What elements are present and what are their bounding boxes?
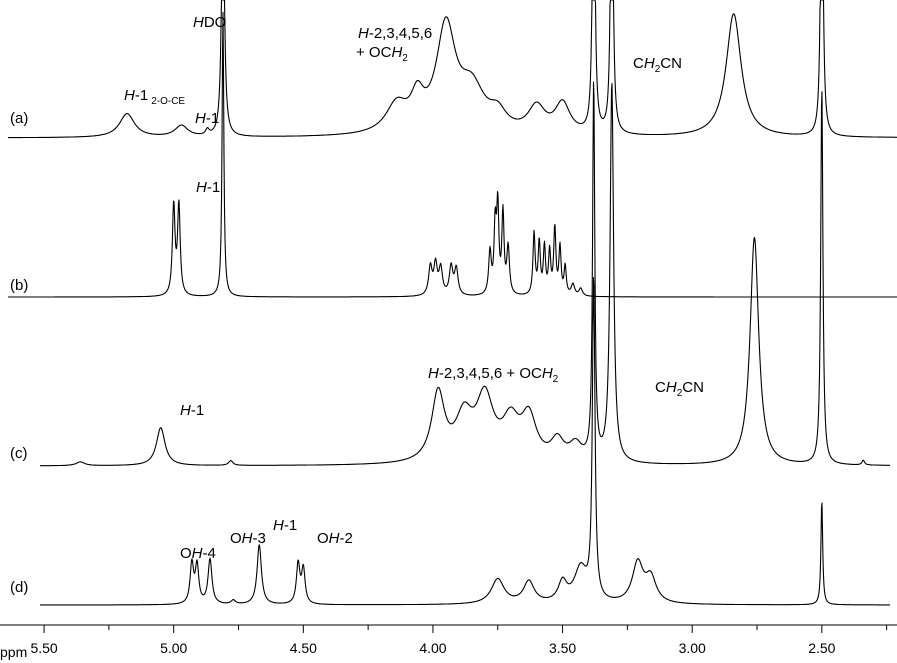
annotation-a-h1: H-1	[195, 110, 219, 127]
x-tick-label: 5.00	[160, 640, 187, 656]
series-label-a: (a)	[10, 110, 28, 127]
x-tick-label: 3.50	[549, 640, 576, 656]
x-axis-label: ppm	[0, 644, 27, 660]
x-tick-label: 3.00	[679, 640, 706, 656]
series-label-c: (c)	[10, 445, 28, 462]
annotation-c-h2to6: H-2,3,4,5,6 + OCH2	[428, 365, 559, 385]
annotation-d-oh2: OH-2	[317, 530, 353, 547]
annotation-c-ch2cn: CH2CN	[655, 379, 704, 399]
spectrum-trace-b	[7, 11, 897, 298]
spectra-traces	[7, 0, 897, 606]
x-tick-label: 4.00	[419, 640, 446, 656]
annotation-a-h1-2oce: H-1 2-O-CE	[124, 87, 185, 107]
annotation-b-h1: H-1	[196, 179, 220, 196]
spectrum-trace-d	[39, 277, 891, 606]
series-label-b: (b)	[10, 277, 28, 294]
x-tick-label: 2.50	[808, 640, 835, 656]
annotation-a-h2to6-line1: H-2,3,4,5,6	[358, 25, 432, 42]
annotation-c-h1: H-1	[180, 402, 204, 419]
series-label-d: (d)	[10, 579, 28, 596]
x-tick-label: 4.50	[290, 640, 317, 656]
annotation-a-h2to6-line2: + OCH2	[356, 44, 408, 64]
x-tick-label: 5.50	[30, 640, 57, 656]
annotation-d-oh3: OH-3	[230, 530, 266, 547]
annotation-d-h1: H-1	[273, 517, 297, 534]
x-axis-ticks: 5.50 5.00 4.50 4.00 3.50 3.00 2.50	[30, 625, 888, 656]
spectrum-trace-a	[7, 0, 897, 139]
spectrum-trace-c	[39, 81, 891, 467]
annotation-a-hdo: HDO	[193, 14, 226, 31]
annotation-a-ch2cn: CH2CN	[633, 55, 682, 75]
annotation-d-oh4: OH-4	[180, 545, 216, 562]
